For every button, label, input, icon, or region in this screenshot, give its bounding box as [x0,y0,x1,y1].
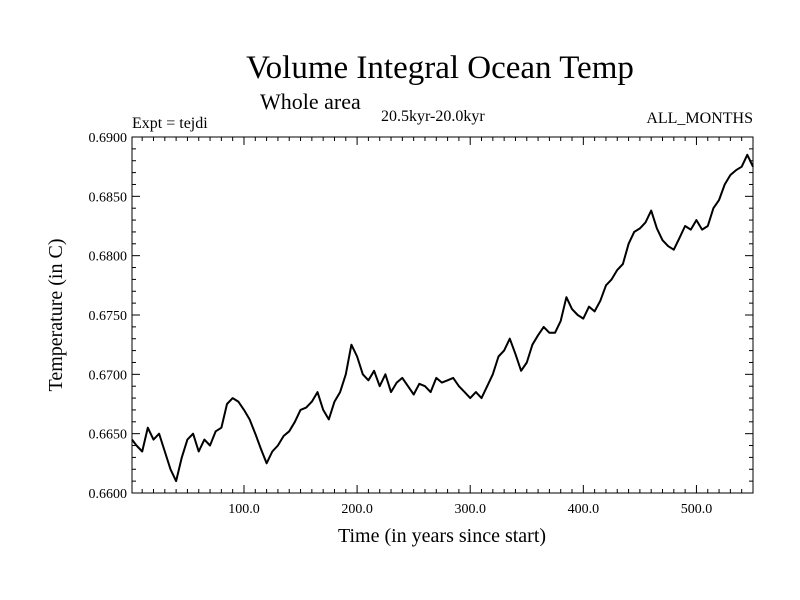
y-tick-label: 0.6850 [89,190,128,205]
y-axis-ticks: 0.6600 0.6650 0.6700 0.6750 0.6800 0.6850 0.69… [89,131,753,502]
x-axis-ticks: 100.0 200.0 300.0 400.0 500.0 [228,137,712,517]
chart-subtitle: Whole area [260,89,361,114]
x-tick-label: 500.0 [681,502,713,517]
y-tick-label: 0.6750 [89,309,128,324]
x-tick-label: 200.0 [341,502,373,517]
y-tick-label: 0.6650 [89,428,128,443]
plot-frame [131,136,754,494]
chart-title: Volume Integral Ocean Temp [246,50,634,86]
temperature-series-line [131,153,754,483]
y-tick-label: 0.6600 [89,487,128,502]
season-label: ALL_MONTHS [646,110,753,127]
period-label: 20.5kyr-20.0kyr [381,108,485,125]
experiment-label: Expt = tejdi [132,115,208,132]
y-tick-label: 0.6700 [89,368,128,383]
y-tick-label: 0.6800 [89,250,128,265]
y-tick-label: 0.6900 [89,131,128,146]
minor-ticks [132,137,754,493]
x-axis-label: Time (in years since start) [338,525,546,547]
x-tick-label: 300.0 [454,502,486,517]
x-tick-label: 400.0 [568,502,600,517]
y-axis-label: Temperature (in C) [45,239,67,392]
x-tick-label: 100.0 [228,502,260,517]
